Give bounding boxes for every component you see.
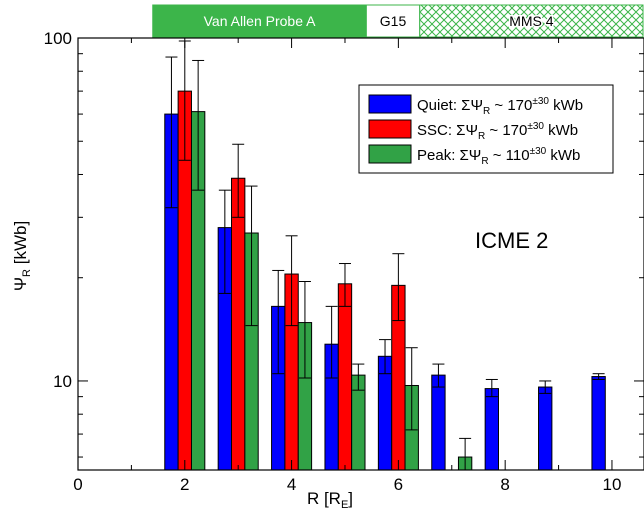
axes-layer: 0 2 4 6 8 10 10 100 xyxy=(44,29,644,494)
legend-label-ssc: SSC: ΣΨR ~ 170±30 kWb xyxy=(417,121,578,142)
mission-band: Van Allen Probe A G15 MMS 4 xyxy=(152,4,644,38)
legend-label-peak: Peak: ΣΨR ~ 110±30 kWb xyxy=(417,146,580,167)
x-tick-label: 8 xyxy=(500,475,509,494)
x-axis-label: R [RE] xyxy=(307,489,353,511)
plot-frame xyxy=(77,37,644,471)
bar-quiet xyxy=(484,388,499,471)
mission-label: G15 xyxy=(380,13,407,29)
legend: Quiet: ΣΨR ~ 170±30 kWb SSC: ΣΨR ~ 170±30… xyxy=(358,84,614,174)
bar-quiet xyxy=(591,376,606,471)
legend-swatch-peak xyxy=(368,144,412,164)
mission-label: MMS 4 xyxy=(509,13,554,29)
mission-hatch xyxy=(419,5,643,37)
bar-quiet xyxy=(431,374,446,471)
mission-label: Van Allen Probe A xyxy=(204,13,316,29)
x-tick-label: 0 xyxy=(73,475,82,494)
x-tick-label: 2 xyxy=(180,475,189,494)
annotation-label: ICME 2 xyxy=(475,228,548,253)
x-tick-label: 6 xyxy=(394,475,403,494)
bar-quiet xyxy=(538,386,553,471)
legend-swatch-quiet xyxy=(368,94,412,114)
mission-segment xyxy=(365,4,421,38)
y-tick-label: 10 xyxy=(53,372,72,391)
y-axis-label: ΨR [kWb] xyxy=(11,221,33,291)
x-tick-label: 10 xyxy=(603,475,622,494)
mission-segment xyxy=(152,4,367,38)
bar-ssc xyxy=(231,177,246,471)
bar-ssc xyxy=(337,283,353,471)
errorbars-layer xyxy=(165,40,605,471)
legend-label-quiet: Quiet: ΣΨR ~ 170±30 kWb xyxy=(417,96,583,117)
legend-swatch-ssc xyxy=(368,119,412,139)
x-tick-label: 4 xyxy=(287,475,296,494)
y-tick-label: 100 xyxy=(44,29,72,48)
